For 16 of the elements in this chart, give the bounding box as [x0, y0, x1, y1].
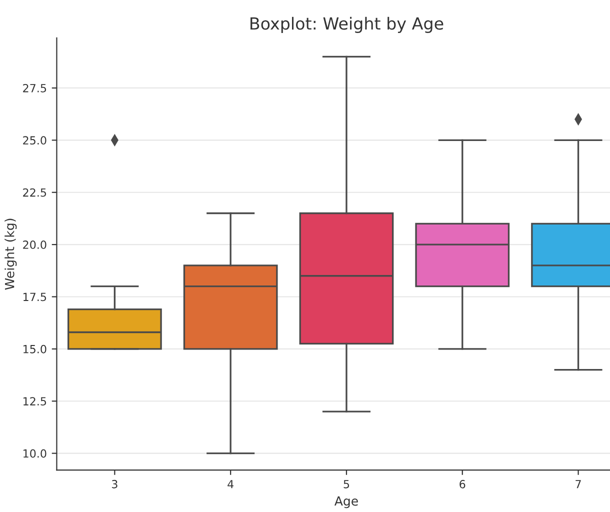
- y-tick-label: 17.5: [23, 292, 46, 302]
- x-tick-label: 5: [344, 480, 350, 488]
- x-tick-label: 7: [576, 480, 581, 488]
- y-tick-label: 22.5: [23, 188, 46, 197]
- y-axis-title: Weight (kg): [4, 218, 17, 290]
- y-tick-label: 27.5: [23, 84, 46, 92]
- y-tick-label: 12.5: [23, 397, 46, 406]
- chart-title: Boxplot: Weight by Age: [250, 16, 444, 34]
- y-tick-label: 20.0: [23, 240, 46, 249]
- y-tick-label: 15.0: [23, 344, 46, 354]
- x-axis-title: Age: [334, 496, 358, 508]
- y-tick-label: 25.0: [23, 136, 46, 145]
- y-tick-label: 10.0: [23, 449, 46, 458]
- x-tick-label: 3: [112, 480, 118, 488]
- x-tick-label: 4: [228, 480, 234, 488]
- x-tick-label: 6: [460, 480, 466, 488]
